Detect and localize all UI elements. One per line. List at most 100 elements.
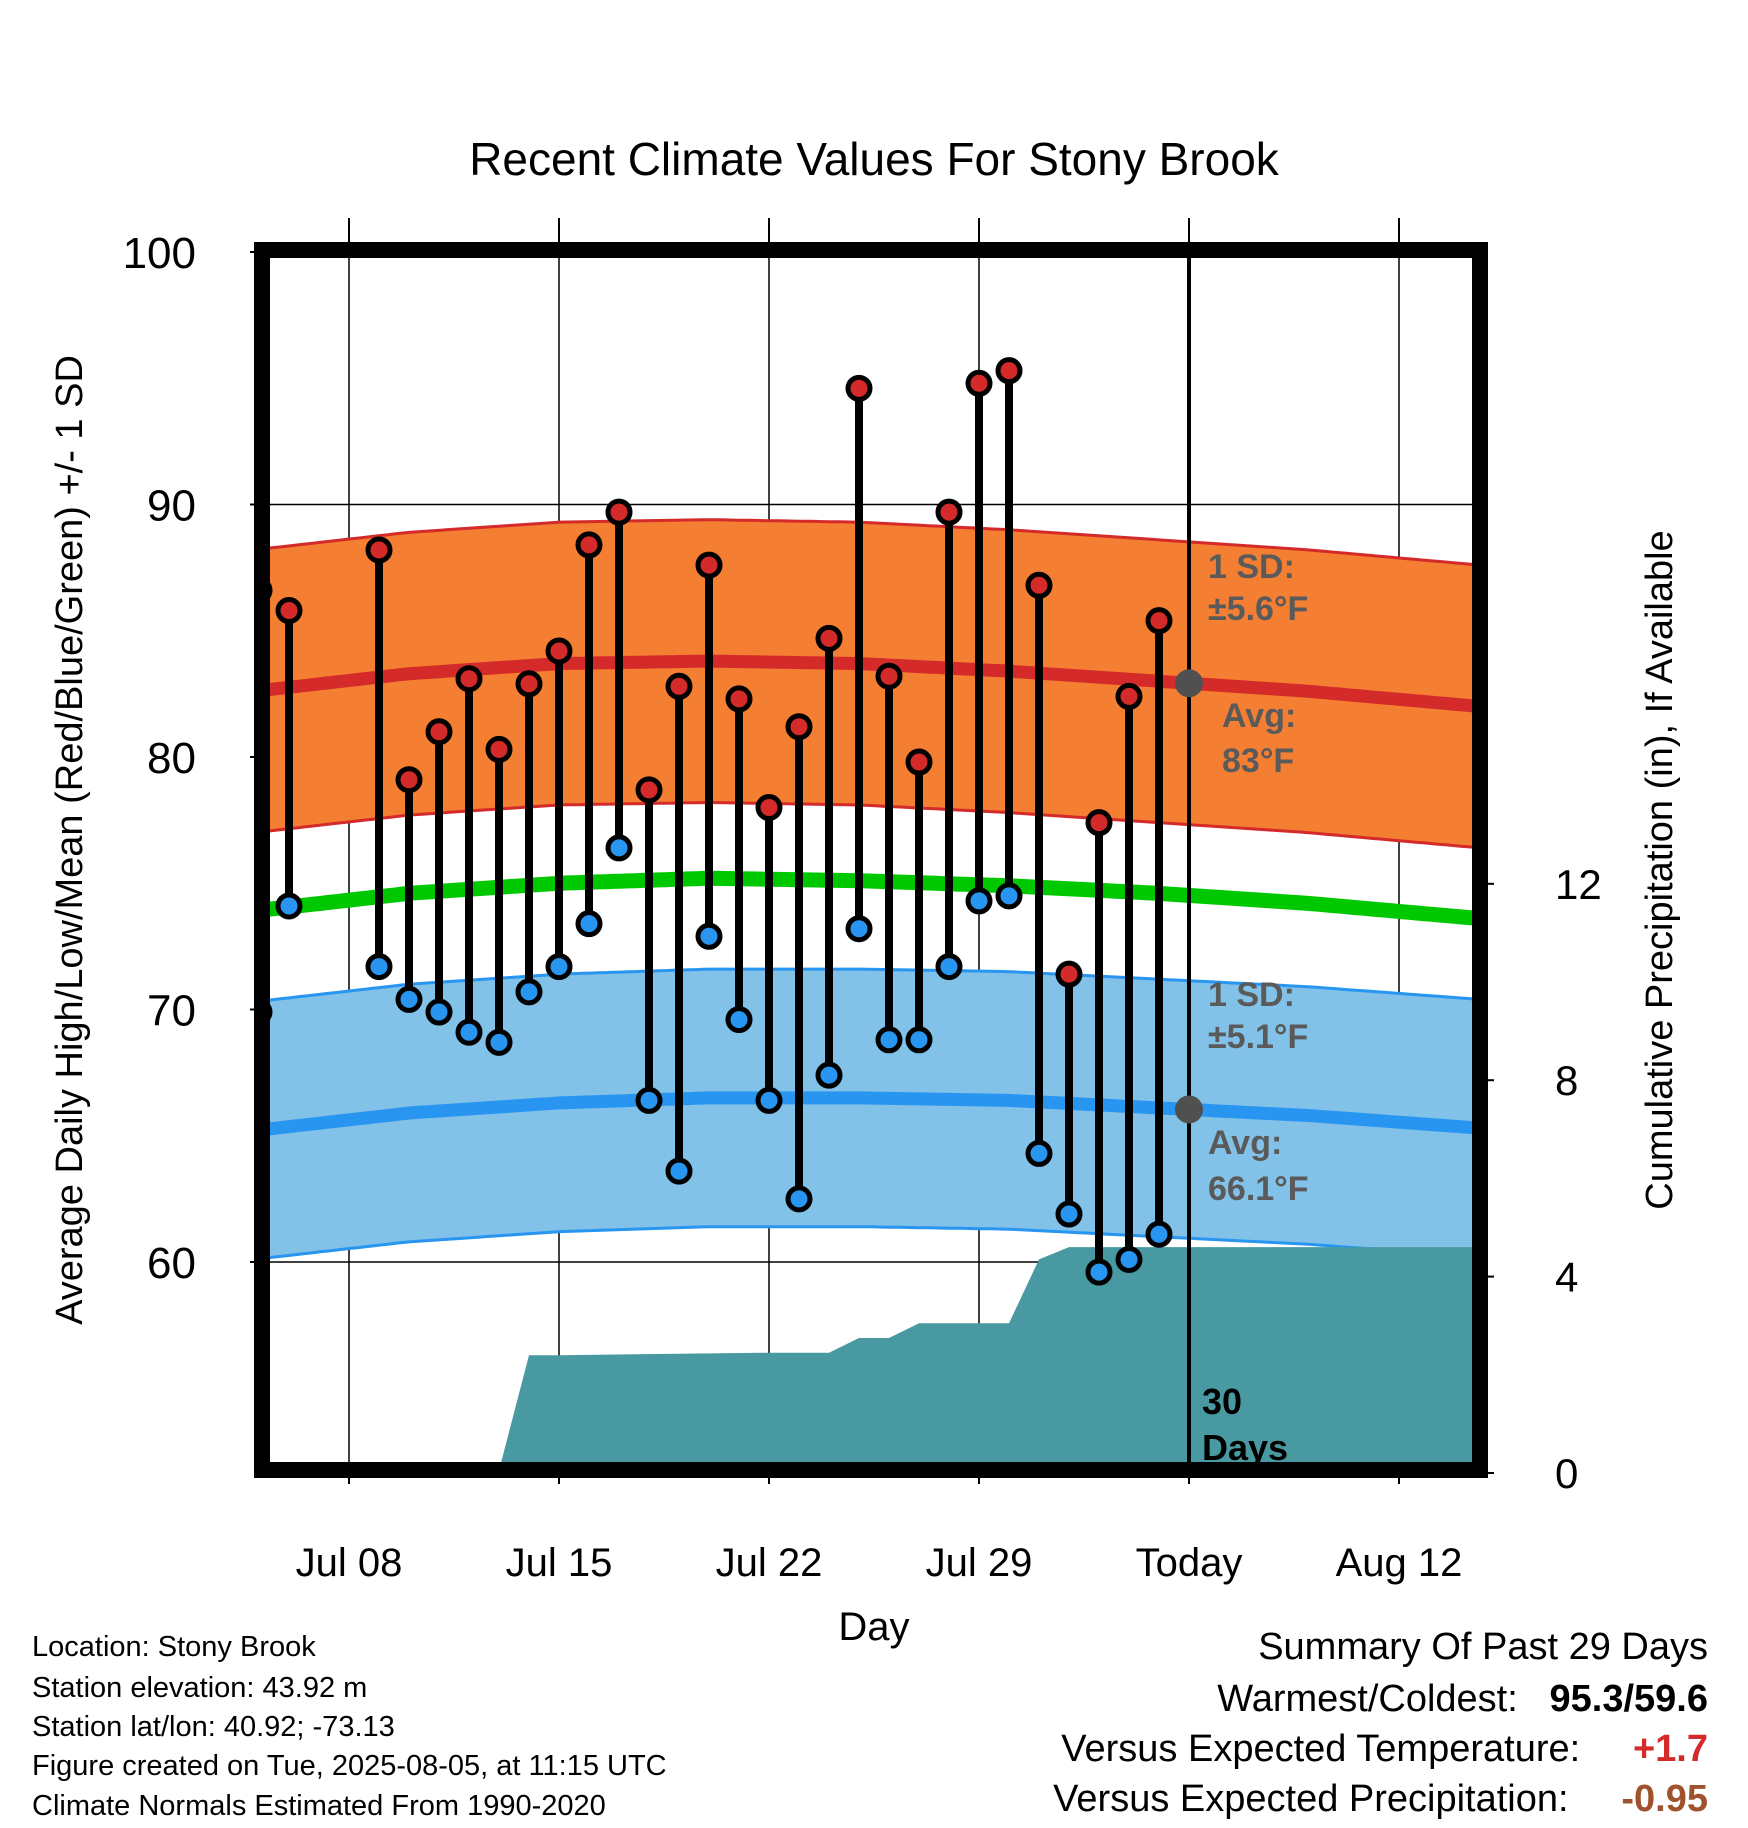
low-sd-value: ±5.1°F (1208, 1018, 1308, 1056)
high-sd-label: 1 SD: (1208, 548, 1295, 586)
y-tick-label: 60 (147, 1239, 196, 1288)
low-normal-upper-edge (262, 967, 1476, 1003)
high-normal-band (262, 519, 1476, 848)
daily-high-point (575, 531, 603, 559)
info-created: Figure created on Tue, 2025-08-05, at 11… (32, 1750, 667, 1782)
x-tick-label: Jul 22 (716, 1541, 823, 1585)
daily-high-point (1055, 960, 1083, 988)
daily-high-point (875, 662, 903, 690)
daily-high-point (365, 536, 393, 564)
low-sd-label: 1 SD: (1208, 976, 1295, 1014)
daily-low-point (1145, 1220, 1173, 1248)
y-tick-label: 90 (147, 482, 196, 531)
y-tick-label: 80 (147, 734, 196, 783)
daily-low-point (1055, 1200, 1083, 1228)
y2-tick-label: 8 (1555, 1057, 1578, 1104)
today-avg-high-marker (1175, 669, 1203, 698)
daily-high-point (815, 624, 843, 652)
daily-low-point (425, 998, 453, 1026)
daily-high-point (455, 665, 483, 693)
today-window-label: Days (1202, 1427, 1288, 1468)
daily-high-point (1145, 607, 1173, 635)
daily-low-point (725, 1006, 753, 1034)
low-normal-lower-edge (262, 1225, 1476, 1260)
daily-low-point (1085, 1258, 1113, 1286)
y-axis-label: Average Daily High/Low/Mean (Red/Blue/Gr… (49, 355, 91, 1325)
daily-low-point (845, 915, 873, 943)
mean-line (262, 870, 1477, 926)
daily-low-point (785, 1185, 813, 1213)
daily-low-point (995, 882, 1023, 910)
info-latlon: Station lat/lon: 40.92; -73.13 (32, 1711, 395, 1743)
summary-title: Summary Of Past 29 Days (1258, 1628, 1708, 1666)
high-sd-value: ±5.6°F (1208, 590, 1308, 628)
today-window-label: 30 (1202, 1381, 1242, 1422)
daily-high-point (755, 794, 783, 821)
today-avg-low-marker (1175, 1095, 1203, 1124)
daily-high-point (275, 597, 303, 625)
daily-high-point (425, 718, 453, 746)
summary-temp-label: Versus Expected Temperature: (1061, 1728, 1581, 1770)
daily-high-point (545, 637, 573, 665)
daily-high-point (935, 498, 963, 526)
daily-low-point (605, 834, 633, 862)
daily-high-point (605, 498, 633, 526)
daily-low-point (515, 978, 543, 1006)
info-elevation: Station elevation: 43.92 m (32, 1672, 368, 1704)
y-tick-label: 100 (123, 229, 196, 278)
daily-high-point (665, 672, 693, 700)
summary-warm-cold: Warmest/Coldest: 95.3/59.6 (1217, 1678, 1708, 1720)
summary-temp-value: +1.7 (1632, 1728, 1708, 1770)
x-tick-label: Jul 15 (506, 1541, 613, 1585)
daily-low-point (815, 1061, 843, 1089)
daily-low-point (365, 953, 393, 981)
info-normals: Climate Normals Estimated From 1990-2020 (32, 1790, 606, 1822)
high-avg-label: Avg: (1222, 697, 1296, 735)
low-avg-value: 66.1°F (1208, 1170, 1309, 1208)
x-axis-label: Day (838, 1605, 909, 1649)
daily-low-point (395, 985, 423, 1013)
daily-low-point (695, 922, 723, 950)
plot-area: 1 SD: ±5.6°F Avg: 83°F 1 SD: ±5.1°F Avg: 66.1°F… (123, 218, 1602, 1585)
high-normal-lower-edge (262, 800, 1476, 849)
high-normal-upper-edge (262, 518, 1476, 567)
summary-coldest-value: 59.6 (1634, 1678, 1708, 1720)
plot-clip-group: 1 SD: ±5.6°F Avg: 83°F 1 SD: ±5.1°F Avg: 66.1°F… (262, 250, 1480, 1470)
x-tick-label: Jul 29 (926, 1541, 1033, 1585)
daily-high-point (635, 776, 663, 804)
x-tick-label: Jul 08 (296, 1541, 403, 1585)
daily-high-point (395, 766, 423, 794)
summary-temperature: Versus Expected Temperature: +1.7 (1061, 1730, 1708, 1768)
x-tick-label: Aug 12 (1336, 1541, 1463, 1585)
summary-precip-value: -0.95 (1621, 1778, 1708, 1820)
summary-warmest-value: 95.3 (1549, 1678, 1624, 1720)
daily-high-point (1085, 809, 1113, 837)
x-tick-label: Today (1136, 1541, 1243, 1585)
low-avg-label: Avg: (1208, 1124, 1282, 1162)
summary-title-text: Summary Of Past 29 Days (1258, 1626, 1708, 1668)
y-tick-label: 70 (147, 987, 196, 1036)
daily-high-point (695, 551, 723, 579)
daily-high-point (785, 713, 813, 741)
y2-tick-label: 4 (1555, 1254, 1578, 1301)
daily-low-point (755, 1086, 783, 1114)
daily-high-point (1115, 682, 1143, 710)
info-location: Location: Stony Brook (32, 1631, 316, 1663)
daily-low-point (545, 953, 573, 981)
chart-title: Recent Climate Values For Stony Brook (469, 133, 1280, 185)
y2-tick-label: 0 (1555, 1450, 1578, 1497)
daily-low-point (1025, 1139, 1053, 1167)
summary-precipitation: Versus Expected Precipitation: -0.95 (1053, 1780, 1708, 1818)
precipitation-area (499, 1247, 1480, 1470)
daily-high-point (965, 369, 993, 397)
daily-high-point (995, 357, 1023, 385)
daily-high-point (485, 735, 513, 763)
summary-warm-cold-label: Warmest/Coldest: (1217, 1678, 1518, 1720)
daily-low-point (905, 1026, 933, 1054)
avg-low-line (262, 1091, 1476, 1137)
summary-precip-label: Versus Expected Precipitation: (1053, 1778, 1569, 1820)
daily-low-point (455, 1018, 483, 1046)
daily-low-point (665, 1157, 693, 1185)
daily-low-point (965, 887, 993, 915)
